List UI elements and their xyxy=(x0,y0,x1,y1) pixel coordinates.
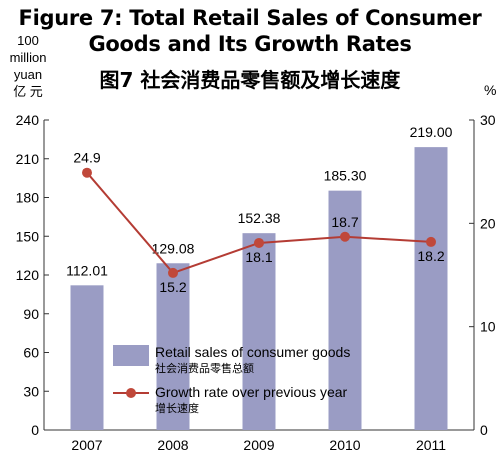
left-tick-label: 0 xyxy=(31,422,39,438)
right-tick-label: 20 xyxy=(480,215,496,231)
growth-rate-value-label: 18.1 xyxy=(245,249,272,265)
bars xyxy=(70,147,448,430)
bar-labels: 112.01 129.08 152.38 185.30 219.00 xyxy=(66,124,453,278)
growth-rate-point xyxy=(254,237,264,248)
x-tick-label: 2008 xyxy=(157,437,188,453)
growth-rate-value-label: 24.9 xyxy=(73,150,100,166)
legend-line-marker xyxy=(126,388,136,398)
left-unit-line-1: 100 xyxy=(17,33,39,48)
growth-rate-point xyxy=(340,231,350,242)
growth-rate-value-label: 18.2 xyxy=(417,248,444,264)
growth-line xyxy=(82,167,436,278)
left-tick-label: 150 xyxy=(16,228,40,244)
bar-value-label: 219.00 xyxy=(410,124,453,140)
legend-bar-label-chinese: 社会消费品零售总额 xyxy=(155,361,254,375)
left-tick-label: 210 xyxy=(16,151,40,167)
x-tick-label: 2010 xyxy=(329,437,360,453)
chart-title-line-1: Figure 7: Total Retail Sales of Consumer xyxy=(18,6,482,30)
x-tick-label: 2009 xyxy=(243,437,274,453)
growth-rate-value-label: 18.7 xyxy=(331,214,358,230)
chart-title-line-2: Goods and Its Growth Rates xyxy=(88,32,412,56)
left-tick-label: 240 xyxy=(16,112,40,128)
x-tick-label: 2011 xyxy=(416,437,446,453)
left-tick-label: 60 xyxy=(23,345,39,361)
x-tick-label: 2007 xyxy=(71,437,102,453)
bar xyxy=(156,263,190,430)
bar xyxy=(414,147,448,430)
bar-value-label: 185.30 xyxy=(324,168,367,184)
axes: 0 30 60 90 120 150 180 210 240 0 10 20 30 2007 2008 200… xyxy=(16,112,496,453)
growth-rate-point xyxy=(426,236,436,247)
growth-rate-point xyxy=(82,167,92,178)
legend-line-label: Growth rate over previous year xyxy=(155,384,348,400)
left-tick-label: 90 xyxy=(23,306,39,322)
left-tick-label: 120 xyxy=(16,267,40,283)
line-labels: 24.9 15.2 18.1 18.7 18.2 xyxy=(73,150,444,295)
legend-bar-label: Retail sales of consumer goods xyxy=(155,344,350,360)
legend-bar-swatch xyxy=(113,345,149,366)
right-tick-label: 10 xyxy=(480,319,496,335)
growth-rate-value-label: 15.2 xyxy=(159,279,186,295)
bar xyxy=(242,233,276,430)
left-unit-line-3: yuan xyxy=(13,67,43,82)
right-axis-unit: % xyxy=(484,82,497,98)
bar-value-label: 112.01 xyxy=(66,262,108,278)
bar-value-label: 129.08 xyxy=(152,240,195,256)
growth-rate-point xyxy=(168,267,178,278)
legend-line-label-chinese: 增长速度 xyxy=(155,401,199,415)
left-axis-unit: 100 million yuan 亿 元 xyxy=(2,32,54,100)
right-tick-label: 0 xyxy=(480,422,488,438)
left-unit-line-4: 亿 元 xyxy=(13,84,43,99)
left-tick-label: 30 xyxy=(23,383,39,399)
bar-value-label: 152.38 xyxy=(238,210,281,226)
chart-title-chinese: 图7 社会消费品零售额及增长速度 xyxy=(99,68,401,92)
left-unit-line-2: million xyxy=(9,50,47,65)
bar xyxy=(328,190,362,430)
left-tick-label: 180 xyxy=(16,190,40,206)
right-tick-label: 30 xyxy=(480,112,496,128)
bar xyxy=(70,285,104,430)
